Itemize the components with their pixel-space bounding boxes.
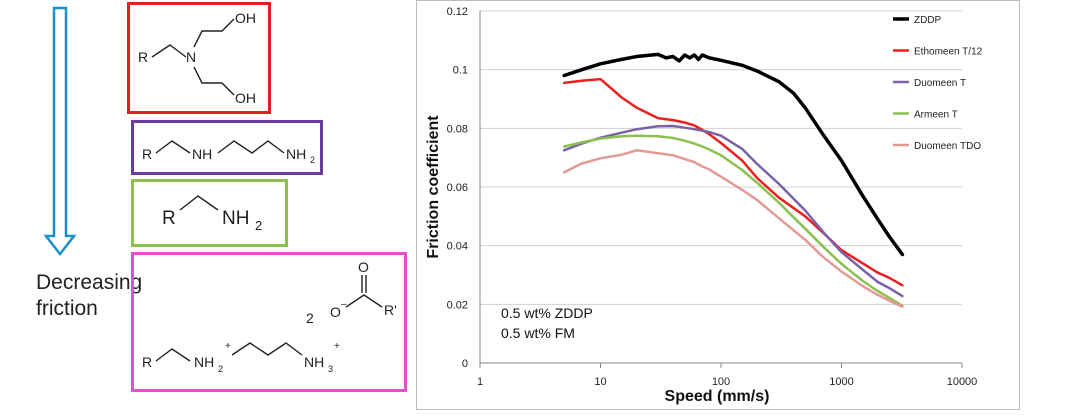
structure-primary-amine: R NH 2 [131, 179, 288, 247]
friction-chart: 0 0.02 0.04 0.06 0.08 0.1 0.12 1 10 100 1000 10000 … [416, 0, 1020, 410]
r-group-label: R [142, 146, 152, 162]
annotation-zddp: 0.5 wt% ZDDP [501, 305, 593, 321]
hydroxyl-top-label: OH [235, 10, 256, 26]
y-tick-label: 0.02 [447, 299, 468, 311]
amine-subscript: 2 [255, 218, 262, 233]
x-tick-label: 1000 [829, 376, 853, 388]
r-group-label: R [142, 354, 152, 370]
annotation-fm: 0.5 wt% FM [501, 325, 575, 341]
trend-label-line2: friction [36, 297, 98, 320]
structure-diamine-salt: O 2 O – R' R NH 2 + NH 3 + [131, 252, 407, 392]
secondary-amine-label: NH [192, 146, 212, 162]
nitrogen-label: N [186, 49, 196, 65]
primary-ammonium-charge: + [334, 341, 340, 352]
hydroxyl-bottom-label: OH [235, 90, 256, 106]
y-tick-label: 0 [462, 358, 468, 370]
r-prime-label: R' [384, 302, 397, 318]
x-tick-label: 10000 [947, 376, 978, 388]
r-group-label: R [162, 208, 176, 229]
carbonyl-oxygen-label: O [358, 259, 369, 275]
y-axis-title: Friction coefficient [425, 115, 442, 259]
x-tick-label: 100 [712, 376, 730, 388]
axes: 0 0.02 0.04 0.06 0.08 0.1 0.12 1 10 100 1000 10000 [447, 6, 978, 388]
series-line-armeen-t [562, 134, 904, 308]
diamine-salt-structure-icon: O 2 O – R' R NH 2 + NH 3 + [142, 259, 397, 374]
diamine-structure-icon: R NH NH 2 [142, 140, 315, 165]
series-line-zddp [562, 52, 905, 257]
amine-label: NH [222, 208, 249, 229]
amine-label: NH [286, 146, 306, 162]
secondary-ammonium-charge: + [225, 341, 231, 352]
r-group-label: R [138, 49, 148, 65]
secondary-ammonium-label: NH [194, 354, 214, 370]
x-tick-label: 10 [594, 376, 606, 388]
salt-count-label: 2 [306, 310, 314, 326]
legend-label-ethomeen-t-12: Ethomeen T/12 [914, 47, 983, 58]
carboxylate-charge-label: – [341, 299, 347, 310]
y-tick-label: 0.06 [447, 182, 468, 194]
structure-amine-diol: R N OH OH [127, 2, 271, 114]
primary-amine-structure-icon: R NH 2 [162, 195, 262, 233]
y-tick-label: 0.04 [447, 241, 468, 253]
primary-ammonium-subscript: 3 [328, 364, 333, 374]
x-axis-title: Speed (mm/s) [665, 388, 770, 405]
friction-trend-arrow [40, 6, 80, 258]
trend-label: Decreasing friction [36, 270, 142, 322]
carboxylate-oxygen-label: O [330, 304, 341, 320]
series-line-ethomeen-t-12 [562, 77, 904, 287]
amine-subscript: 2 [310, 155, 315, 165]
legend-label-duomeen-t: Duomeen T [914, 78, 966, 89]
primary-ammonium-label: NH [304, 354, 324, 370]
amine-diol-structure-icon: R N OH OH [138, 10, 256, 106]
y-tick-label: 0.12 [447, 6, 468, 18]
x-tick-label: 1 [477, 376, 483, 388]
legend: ZDDP Ethomeen T/12 Duomeen T Armeen T Duomee… [893, 15, 983, 152]
series-lines [562, 52, 905, 308]
series-line-duomeen-tdo [562, 149, 904, 308]
down-arrow-icon [43, 6, 77, 257]
legend-label-zddp: ZDDP [914, 15, 942, 26]
secondary-ammonium-subscript: 2 [218, 364, 223, 374]
friction-chart-svg: 00.020.040.060.080.10.121 10 100 1000 10000 … [425, 6, 983, 405]
legend-label-armeen-t: Armeen T [914, 110, 958, 121]
legend-label-duomeen-tdo: Duomeen TDO [914, 141, 981, 152]
y-tick-label: 0.08 [447, 123, 468, 135]
y-tick-label: 0.1 [453, 65, 468, 77]
structure-diamine: R NH NH 2 [131, 120, 323, 175]
series-line-duomeen-t [562, 124, 904, 298]
trend-label-line1: Decreasing [36, 271, 143, 294]
